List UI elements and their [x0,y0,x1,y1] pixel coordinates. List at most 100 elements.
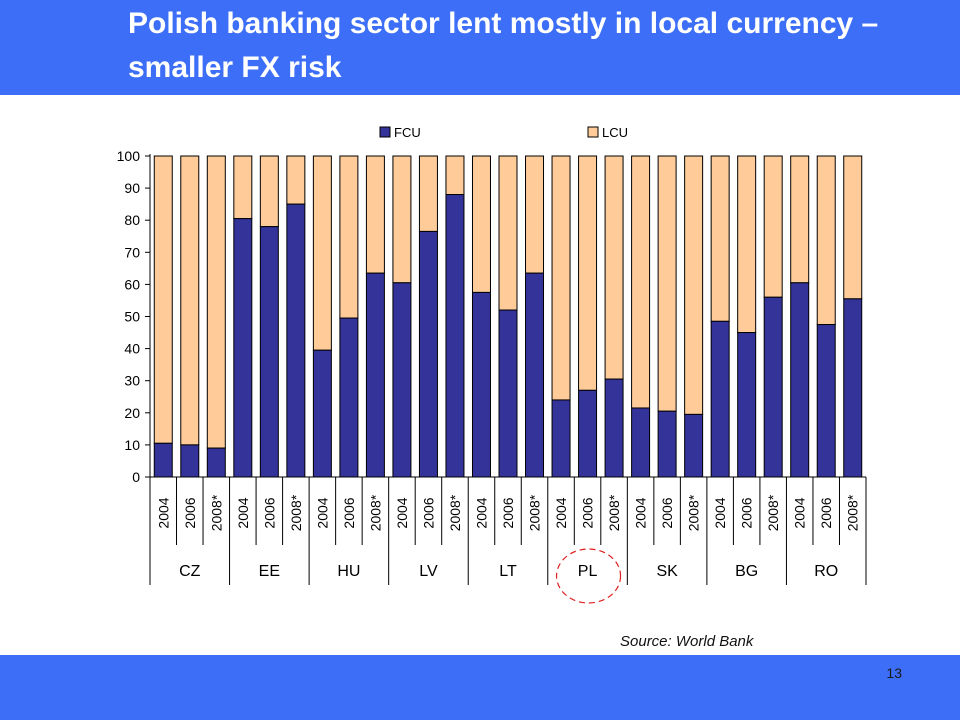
bar-lcu [259,155,279,228]
x-tick-label-year: 2004 [155,497,171,528]
bar-fcu [392,282,412,478]
y-tick-label: 80 [124,212,140,228]
bar-lcu [445,155,465,196]
bar-fcu [498,309,518,478]
x-group-label: RO [814,563,838,580]
legend-swatch-lcu [587,126,599,138]
bar-fcu [816,324,836,478]
y-tick-label: 100 [117,148,141,164]
bar-fcu [525,272,545,478]
x-group-label: LT [499,563,517,580]
bar-fcu [206,447,226,478]
x-group-label: PL [578,563,598,580]
bar-fcu [286,203,306,478]
page-number: 13 [886,665,902,681]
bar-lcu [498,155,518,311]
y-tick-label: 90 [124,180,140,196]
y-tick-label: 20 [124,405,140,421]
highlight-circle [555,548,622,604]
x-tick-label-year: 2006 [739,497,755,528]
bar-lcu [286,155,306,205]
bar-lcu [631,155,651,409]
x-tick-label-year: 2004 [712,497,728,528]
bar-fcu [657,410,677,478]
bar-fcu [471,291,491,478]
bar-lcu [578,155,598,391]
x-tick-label-year: 2006 [500,497,516,528]
bar-fcu [445,194,465,478]
bar-fcu [418,230,438,478]
bar-lcu [312,155,332,351]
x-tick-label-year: 2004 [553,497,569,528]
bar-lcu [843,155,863,300]
x-group-label: BG [735,563,758,580]
x-tick-label-year: 2008* [527,494,543,531]
bar-lcu [657,155,677,412]
x-tick-label-year: 2008* [208,494,224,531]
bar-fcu [153,442,173,478]
legend-label-lcu: LCU [602,125,628,140]
x-tick-label-year: 2008* [686,494,702,531]
x-tick-label-year: 2008* [606,494,622,531]
bar-fcu [631,407,651,478]
x-group-label: SK [656,563,678,580]
bar-fcu [312,349,332,478]
bar-fcu [763,296,783,478]
bar-fcu [710,320,730,478]
y-tick-label: 60 [124,276,140,292]
bar-lcu [737,155,757,334]
bar-lcu [339,155,359,319]
bar-lcu [206,155,226,449]
x-tick-label-year: 2006 [818,497,834,528]
y-tick-label: 70 [124,244,140,260]
x-group-label: EE [259,563,280,580]
bar-lcu [180,155,200,446]
x-tick-label-year: 2008* [447,494,463,531]
bar-lcu [418,155,438,232]
x-tick-label-year: 2004 [792,497,808,528]
bar-lcu [763,155,783,298]
x-group-label: HU [337,563,360,580]
x-tick-label-year: 2008* [845,494,861,531]
legend-swatch-fcu [379,126,391,138]
source-note: Source: World Bank [620,633,754,650]
bar-fcu [578,389,598,478]
bar-fcu [604,378,624,478]
title-banner: Polish banking sector lent mostly in loc… [0,0,960,95]
bar-fcu [551,399,571,478]
x-tick-label-year: 2008* [367,494,383,531]
bar-lcu [551,155,571,401]
bar-lcu [392,155,412,284]
bar-fcu [339,317,359,478]
y-tick-label: 10 [124,437,140,453]
x-tick-label-year: 2004 [314,497,330,528]
bar-fcu [233,218,253,478]
x-tick-label-year: 2006 [420,497,436,528]
bar-fcu [737,332,757,478]
bar-lcu [604,155,624,380]
bar-fcu [259,226,279,478]
bar-fcu [180,444,200,478]
x-tick-label-year: 2004 [235,497,251,528]
bar-fcu [684,413,704,478]
bar-lcu [365,155,385,274]
bar-fcu [843,298,863,478]
bar-lcu [233,155,253,220]
bar-lcu [153,155,173,444]
bar-lcu [710,155,730,322]
y-tick-label: 40 [124,341,140,357]
legend-label-fcu: FCU [394,125,421,140]
x-tick-label-year: 2006 [580,497,596,528]
y-tick-label: 30 [124,373,140,389]
footer-banner: 13 [0,655,960,720]
x-group-label: CZ [179,563,201,580]
bar-fcu [365,272,385,478]
x-tick-label-year: 2008* [765,494,781,531]
x-tick-label-year: 2004 [473,497,489,528]
x-tick-label-year: 2004 [633,497,649,528]
slide-title: Polish banking sector lent mostly in loc… [128,7,879,84]
x-tick-label-year: 2006 [261,497,277,528]
x-tick-label-year: 2006 [341,497,357,528]
y-tick-label: 0 [132,469,140,485]
